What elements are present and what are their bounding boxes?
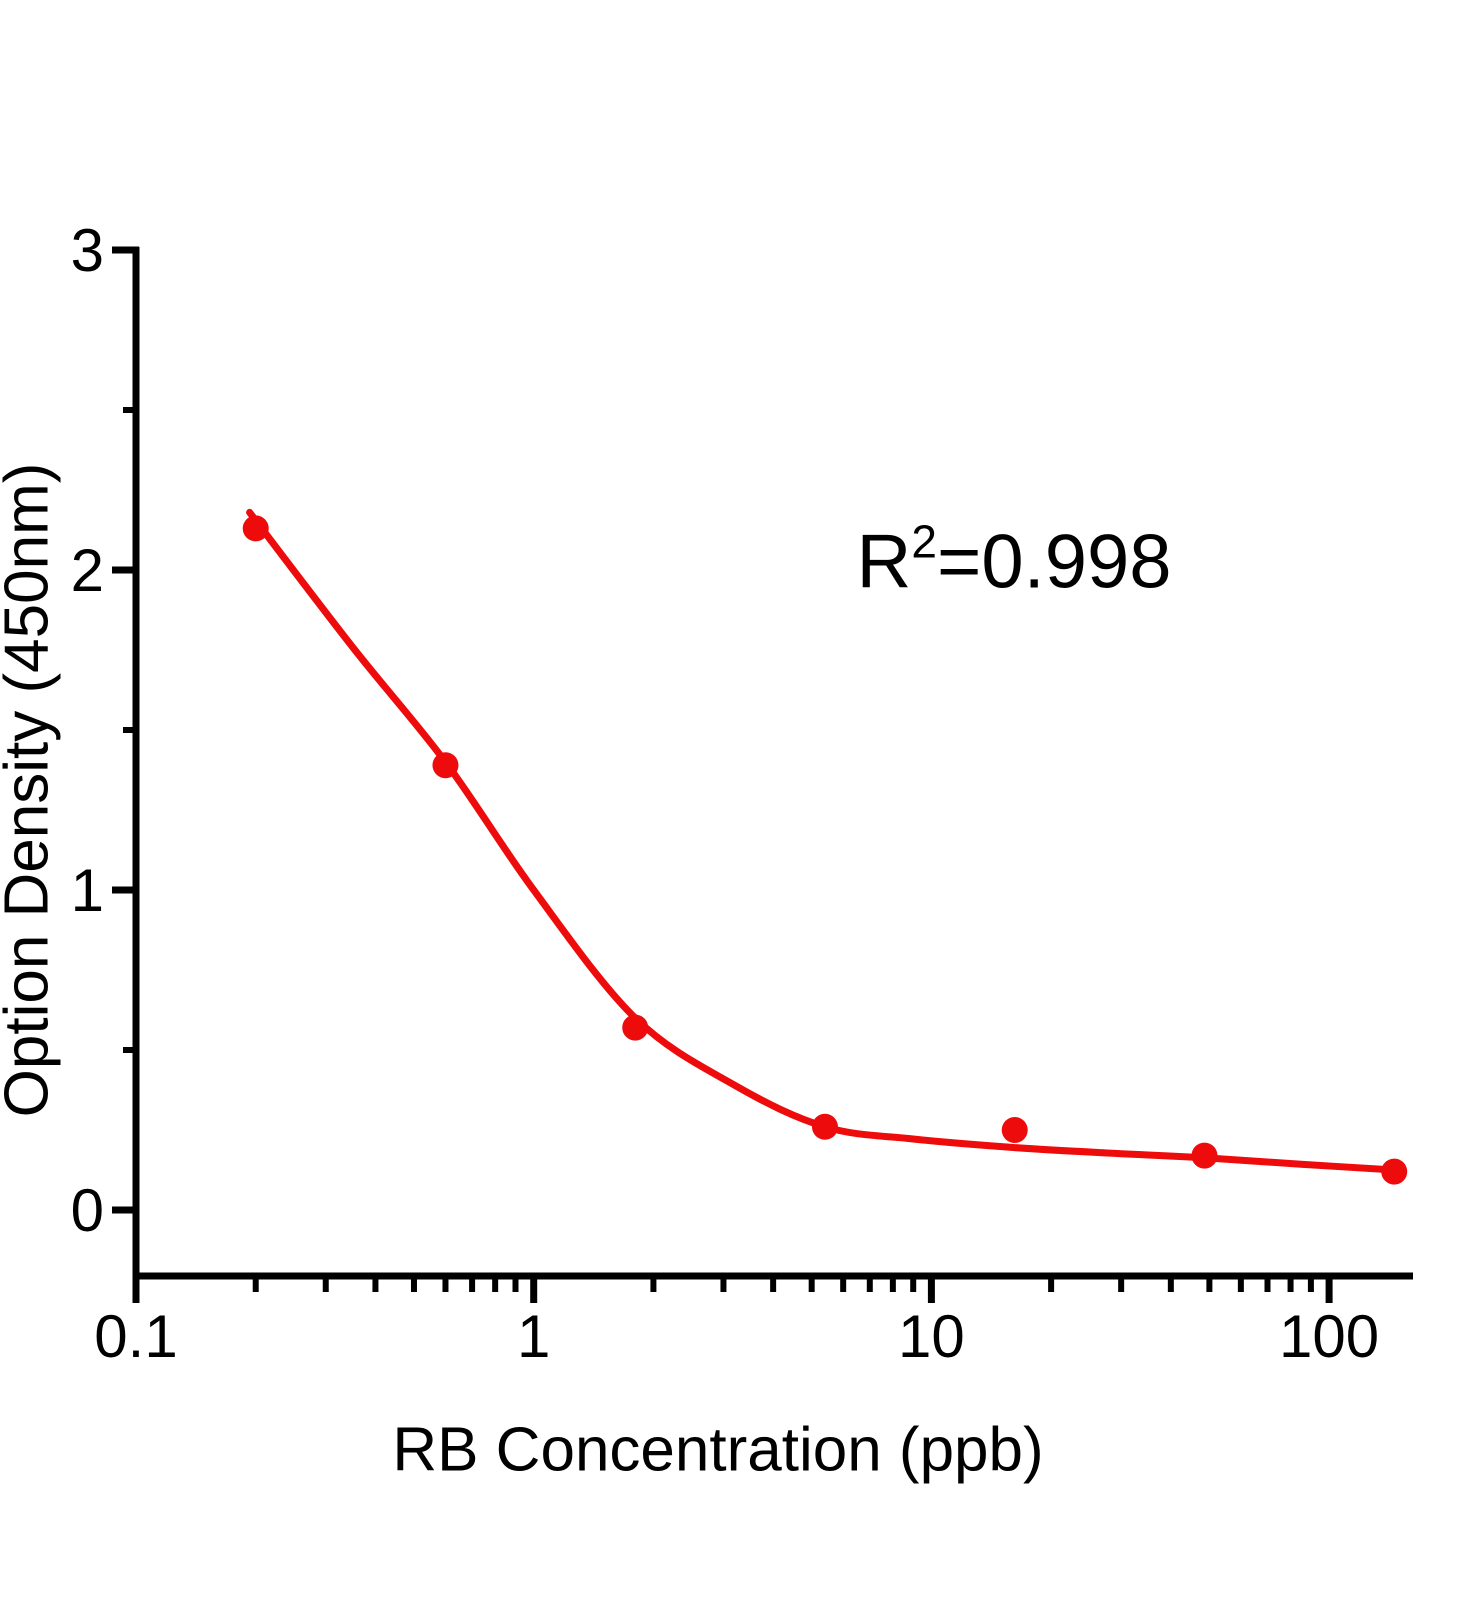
x-tick-label: 100 — [1279, 1303, 1379, 1370]
x-tick-label: 0.1 — [94, 1303, 177, 1370]
x-tick-label: 10 — [898, 1303, 965, 1370]
r-squared-superscript: 2 — [911, 515, 937, 568]
data-point — [432, 752, 459, 779]
x-tick-label: 1 — [517, 1303, 550, 1370]
data-point — [1191, 1142, 1218, 1169]
y-tick-label: 2 — [71, 537, 104, 604]
data-point — [811, 1113, 838, 1140]
r-squared-base: R — [856, 519, 912, 605]
data-point — [1001, 1117, 1028, 1143]
y-tick-label: 1 — [71, 857, 104, 924]
r-squared-value: =0.998 — [936, 519, 1172, 605]
r-squared-annotation: R2=0.998 — [856, 515, 1171, 606]
y-axis-title: Option Density (450nm) — [0, 462, 62, 1118]
data-point — [1381, 1158, 1408, 1185]
data-point — [622, 1014, 649, 1041]
data-point — [242, 515, 269, 542]
y-tick-label: 0 — [71, 1177, 104, 1244]
x-axis-title: RB Concentration (ppb) — [392, 1415, 1044, 1485]
y-tick-label: 3 — [71, 217, 104, 284]
fit-curve — [246, 508, 1398, 1174]
